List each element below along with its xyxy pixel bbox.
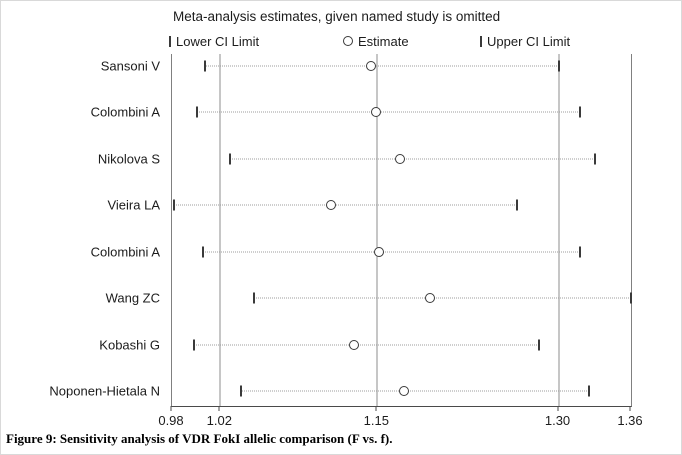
ci-connector — [203, 251, 581, 253]
legend-estimate: Estimate — [343, 33, 409, 49]
x-axis: 0.98 1.02 1.15 1.30 1.36 — [158, 406, 643, 442]
axis-tick-label: 1.30 — [544, 413, 571, 428]
axis-tick-label: 1.15 — [363, 413, 389, 428]
legend-estimate-label: Estimate — [358, 33, 409, 49]
estimate-marker — [349, 339, 360, 350]
ci-lower-tick — [228, 153, 231, 165]
figure-caption: Figure 9: Sensitivity analysis of VDR Fo… — [6, 431, 393, 446]
ci-lower-tick — [192, 339, 195, 351]
axis-tick-label: 0.98 — [158, 413, 184, 428]
axis-tick — [557, 406, 559, 411]
ci-upper-tick — [630, 292, 632, 304]
ci-connector — [254, 297, 631, 299]
reference-line — [376, 54, 378, 406]
lower-ci-tick-icon — [169, 35, 171, 47]
estimate-marker — [373, 246, 384, 257]
ci-upper-tick — [557, 60, 560, 72]
ci-lower-tick — [253, 292, 256, 304]
study-label: Colombini A — [90, 244, 160, 260]
plot-area — [171, 54, 632, 407]
study-label: Sansoni V — [100, 58, 160, 74]
study-label: Vieira LA — [107, 197, 160, 213]
ci-lower-tick — [239, 385, 242, 397]
chart-title: Meta-analysis estimates, given named stu… — [173, 9, 501, 24]
ci-connector — [197, 111, 581, 113]
estimate-marker — [326, 200, 337, 211]
estimate-marker — [371, 107, 382, 118]
study-label: Colombini A — [90, 104, 160, 120]
ci-lower-tick — [202, 246, 205, 258]
ci-connector — [229, 158, 595, 160]
legend-lower-ci: Lower CI Limit — [169, 33, 260, 49]
ci-connector — [193, 344, 540, 346]
ci-upper-tick — [593, 153, 596, 165]
estimate-marker — [395, 153, 406, 164]
study-label: Wang ZC — [105, 290, 160, 306]
study-label: Noponen-Hietala N — [49, 383, 160, 399]
upper-ci-tick-icon — [480, 35, 482, 47]
ci-upper-tick — [579, 246, 582, 258]
ci-upper-tick — [587, 385, 590, 397]
legend-lower-ci-label: Lower CI Limit — [176, 33, 260, 49]
ci-upper-tick — [538, 339, 541, 351]
ci-connector — [204, 65, 559, 67]
ci-lower-tick — [173, 199, 176, 211]
axis-tick-label: 1.36 — [617, 413, 643, 428]
ci-upper-tick — [516, 199, 519, 211]
reference-line — [558, 54, 560, 406]
axis-tick — [170, 406, 172, 411]
estimate-marker — [425, 293, 436, 304]
ci-connector — [174, 204, 518, 206]
estimate-circle-icon — [343, 36, 353, 46]
study-label: Kobashi G — [99, 337, 160, 353]
legend-upper-ci: Upper CI Limit — [480, 33, 571, 49]
ci-upper-tick — [579, 106, 582, 118]
ci-connector — [240, 390, 589, 392]
estimate-marker — [366, 61, 377, 71]
axis-tick — [218, 406, 220, 411]
axis-tick — [375, 406, 377, 411]
estimate-marker — [398, 386, 409, 396]
ci-lower-tick — [196, 106, 199, 118]
axis-tick-label: 1.02 — [206, 413, 232, 428]
axis-tick — [629, 406, 631, 411]
study-label: Nikolova S — [97, 151, 160, 167]
study-labels: Sansoni V Colombini A Nikolova S Vieira LA C… — [1, 54, 162, 406]
ci-lower-tick — [203, 60, 206, 72]
legend-upper-ci-label: Upper CI Limit — [487, 33, 571, 49]
reference-line — [219, 54, 221, 406]
